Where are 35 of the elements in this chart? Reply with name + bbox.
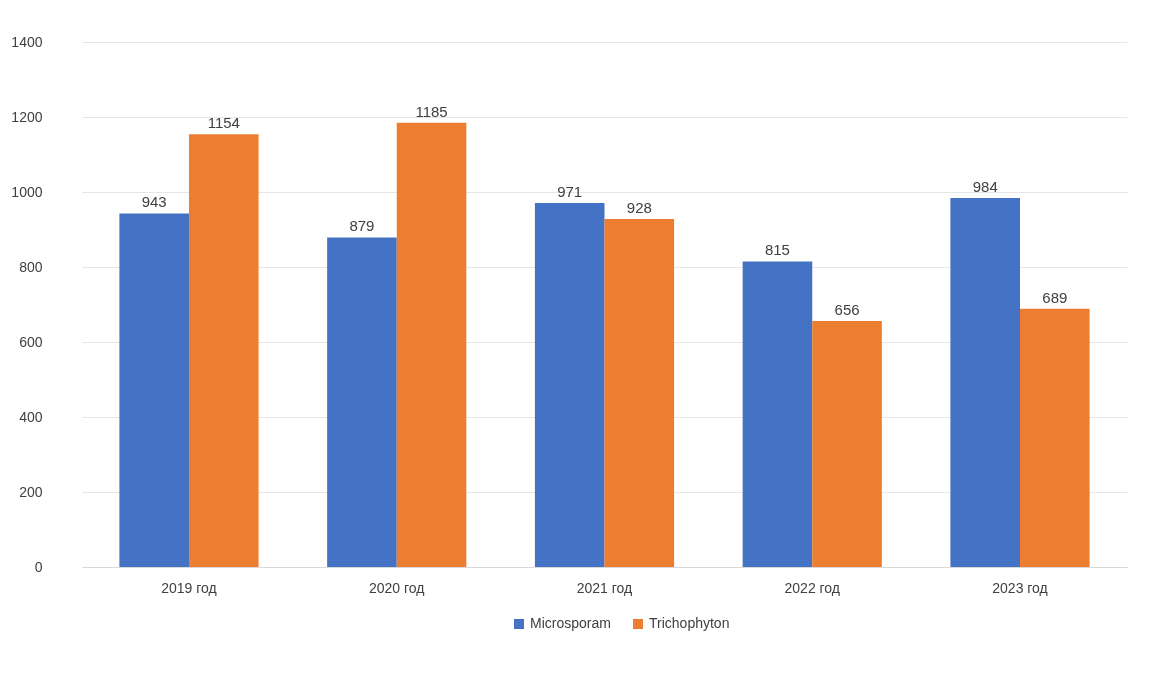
y-tick-label: 1000 (11, 183, 43, 200)
bar (1020, 308, 1090, 567)
x-tick-label: 2021 год (576, 579, 633, 596)
y-tick-label: 200 (19, 483, 43, 500)
data-label: 879 (349, 217, 375, 235)
data-label: 1154 (207, 114, 240, 132)
data-label: 943 (141, 193, 167, 211)
bar (950, 198, 1021, 567)
legend-label: Microsporam (530, 615, 611, 631)
bar (119, 213, 189, 567)
data-label: 1185 (415, 102, 448, 120)
x-tick-label: 2020 год (369, 579, 425, 596)
data-label: 984 (972, 178, 998, 195)
data-label: 815 (764, 241, 790, 259)
legend-label: Trichophyton (649, 615, 730, 631)
x-tick-label: 2023 год (992, 579, 1048, 596)
bar (396, 122, 467, 567)
y-tick-label: 600 (19, 333, 43, 350)
x-tick-label: 2022 год (784, 579, 840, 596)
y-tick-label: 0 (34, 558, 43, 575)
bar (604, 219, 675, 567)
data-label: 971 (557, 182, 583, 200)
data-label: 656 (834, 301, 860, 318)
y-tick-label: 800 (19, 258, 43, 275)
data-label: 689 (1042, 288, 1068, 306)
bar (327, 237, 397, 567)
bar (812, 321, 882, 567)
y-tick-label: 1400 (11, 33, 43, 50)
bar (742, 261, 813, 567)
bar (534, 202, 605, 567)
data-label: 928 (626, 199, 652, 216)
y-tick-label: 1200 (11, 108, 43, 125)
x-tick-label: 2019 год (161, 579, 217, 596)
bar (188, 134, 259, 567)
y-tick-label: 400 (19, 408, 43, 425)
